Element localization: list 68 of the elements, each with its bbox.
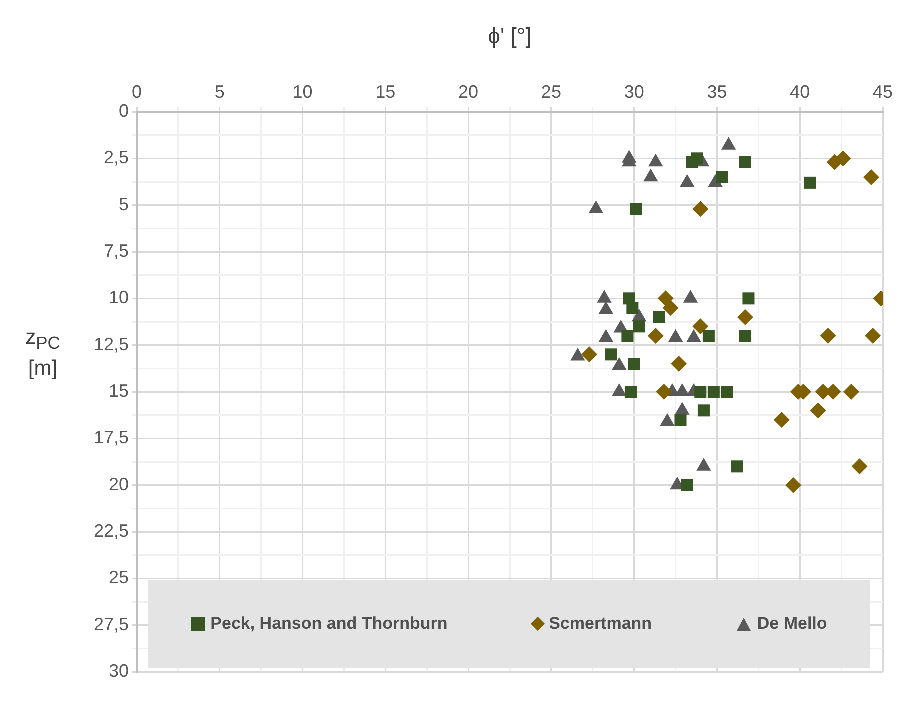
- point: [835, 150, 852, 167]
- y-tick-label: 22,5: [94, 520, 129, 541]
- point: [820, 328, 836, 344]
- x-tick-label: 0: [132, 82, 142, 102]
- point: [716, 171, 728, 184]
- point: [625, 386, 638, 398]
- y-tick-label: 7,5: [104, 240, 129, 261]
- x-tick-label: 35: [707, 82, 728, 102]
- x-tick-label: 10: [292, 82, 313, 102]
- point: [582, 346, 598, 363]
- y-tick-label: 5: [118, 194, 129, 214]
- point: [648, 328, 664, 344]
- point: [721, 386, 734, 398]
- point: [694, 386, 707, 398]
- point: [671, 356, 688, 372]
- legend-label: Peck, Hanson and Thornburn: [210, 614, 448, 634]
- point: [804, 176, 816, 189]
- y-axis-title: z$_{PC}$ [m]: [24, 325, 62, 382]
- y-tick-label: 0: [118, 100, 129, 121]
- point: [698, 404, 710, 417]
- point: [742, 292, 755, 305]
- point: [633, 320, 646, 333]
- legend-label: De Mello: [757, 614, 828, 634]
- point: [681, 479, 694, 492]
- legend-label: Scmertmann: [549, 614, 652, 634]
- y-tick-label: 17,5: [94, 428, 129, 448]
- y-tick-label: 27,5: [94, 614, 129, 634]
- y-tick-label: 25: [108, 568, 129, 588]
- point: [708, 386, 720, 398]
- point: [785, 477, 802, 494]
- point: [865, 328, 882, 344]
- point: [622, 330, 634, 342]
- point: [737, 309, 754, 326]
- point: [739, 156, 752, 168]
- point: [810, 402, 826, 419]
- point: [731, 460, 744, 473]
- point: [692, 318, 709, 335]
- x-tick-label: 15: [376, 82, 396, 102]
- point: [605, 348, 618, 361]
- x-tick-label: 5: [214, 82, 225, 102]
- x-tick-label: 40: [790, 82, 810, 102]
- point: [658, 290, 674, 307]
- y-tick-label: 15: [108, 380, 129, 401]
- point: [692, 201, 709, 218]
- y-tick-label: 12,5: [94, 334, 129, 354]
- y-tick-label: 2,5: [104, 148, 129, 168]
- x-tick-label: 20: [458, 82, 479, 102]
- point: [674, 414, 687, 426]
- point: [852, 458, 868, 475]
- point: [653, 311, 666, 324]
- x-axis-title: ϕ' [°]: [488, 23, 532, 48]
- x-tick-label: 30: [624, 82, 644, 102]
- point: [844, 384, 860, 400]
- point: [739, 330, 752, 342]
- y-tick-label: 30: [108, 660, 129, 681]
- point: [656, 384, 672, 400]
- point: [630, 203, 642, 216]
- point: [774, 412, 790, 428]
- point: [626, 302, 639, 314]
- x-tick-label: 25: [541, 82, 562, 102]
- x-tick-label: 45: [872, 82, 894, 102]
- point: [662, 300, 679, 316]
- point: [702, 330, 715, 342]
- y-tick-label: 20: [108, 474, 129, 494]
- point: [863, 169, 880, 186]
- y-tick-label: 10: [108, 288, 129, 308]
- point: [686, 156, 698, 168]
- point: [628, 358, 640, 370]
